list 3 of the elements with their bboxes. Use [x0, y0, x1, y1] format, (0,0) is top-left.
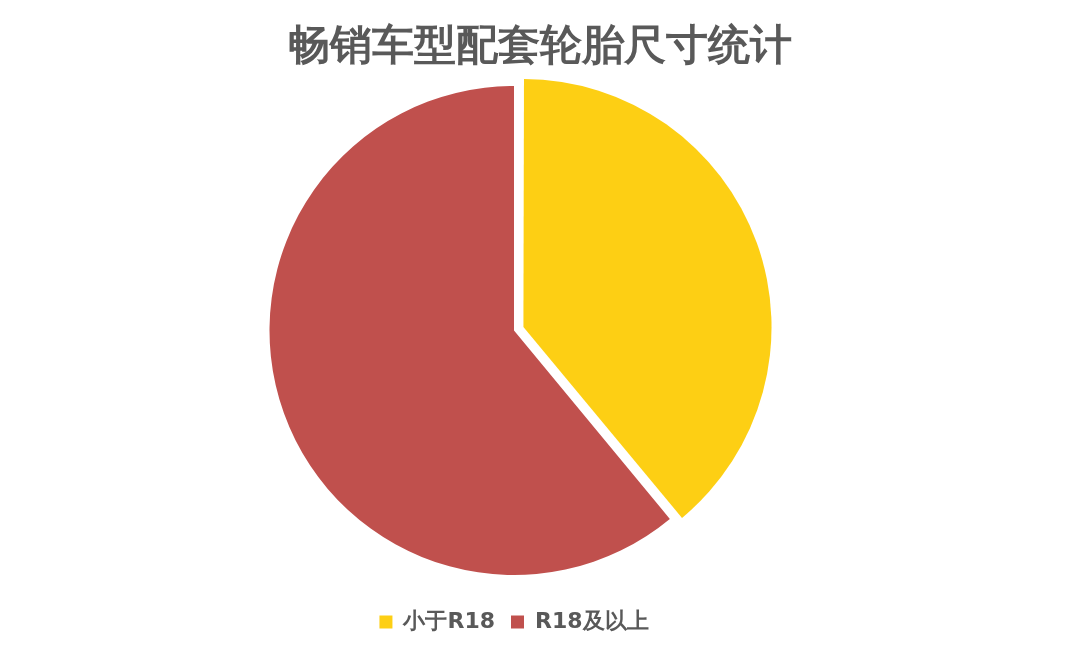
legend-label: R18及以上 — [535, 607, 649, 633]
legend-label: 小于R18 — [402, 607, 496, 633]
chart-title: 畅销车型配套轮胎尺寸统计 — [287, 19, 793, 71]
